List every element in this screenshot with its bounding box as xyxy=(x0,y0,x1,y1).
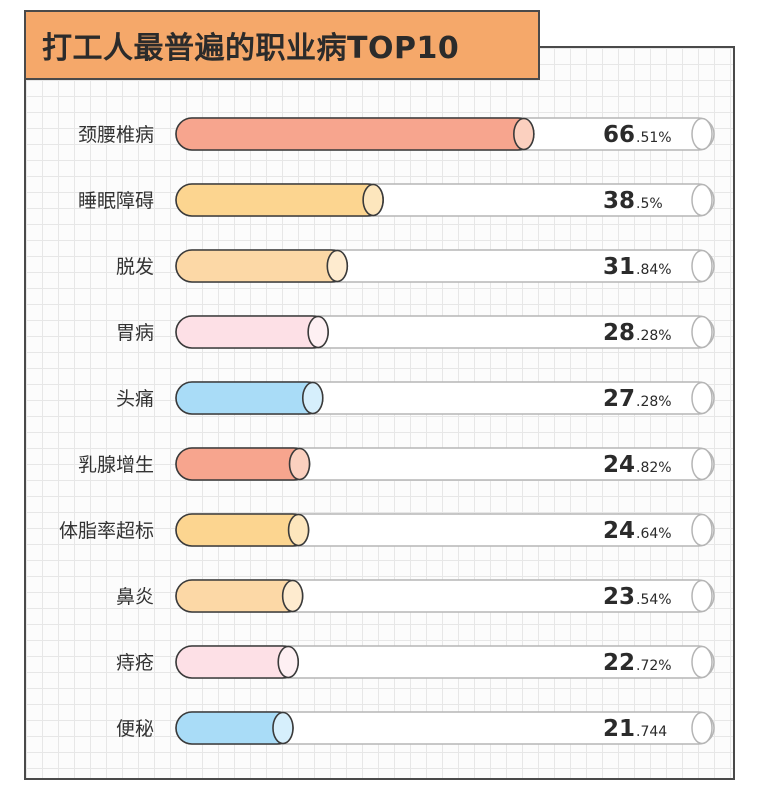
bar-row: 鼻炎 23.54% xyxy=(116,579,715,613)
value-label-fraction: .51% xyxy=(636,130,672,146)
bar xyxy=(175,381,324,415)
value-label-integer: 22 xyxy=(603,650,635,676)
bar-cap xyxy=(277,645,300,679)
bar-cap xyxy=(288,447,311,481)
title-banner: 打工人最普遍的职业病TOP10 xyxy=(24,10,540,80)
value-label: 31.84% xyxy=(603,254,672,280)
value-label: 24.64% xyxy=(603,518,672,544)
value-label: 28.28% xyxy=(603,320,672,346)
category-label: 体脂率超标 xyxy=(59,520,154,542)
value-label-integer: 28 xyxy=(603,320,635,346)
value-label-integer: 66 xyxy=(603,122,635,148)
value-label-fraction: .64% xyxy=(636,526,672,542)
category-label: 脱发 xyxy=(116,256,154,278)
bar-track-cap xyxy=(691,645,713,679)
bar-cap xyxy=(287,513,310,547)
bar-row: 睡眠障碍 38.5% xyxy=(78,183,715,217)
value-label: 22.72% xyxy=(603,650,672,676)
bar-cap xyxy=(326,249,349,283)
bar xyxy=(175,315,329,349)
bar-row: 胃病 28.28% xyxy=(116,315,715,349)
value-label-integer: 38 xyxy=(603,188,635,214)
value-label-fraction: .28% xyxy=(636,394,672,410)
chart-title: 打工人最普遍的职业病TOP10 xyxy=(42,31,460,66)
bar-track-cap xyxy=(691,315,713,349)
bar-cap xyxy=(301,381,324,415)
bar-track-cap xyxy=(691,381,713,415)
value-label-fraction: .84% xyxy=(636,262,672,278)
value-label: 24.82% xyxy=(603,452,672,478)
value-label-integer: 24 xyxy=(603,518,635,544)
value-label-fraction: .82% xyxy=(636,460,672,476)
bar-cap xyxy=(307,315,329,349)
bar-track-cap xyxy=(691,249,713,283)
bar-track-cap xyxy=(691,579,713,613)
value-label: 27.28% xyxy=(603,386,672,412)
bar-row: 便秘 21.744 xyxy=(116,711,715,745)
value-label-fraction: .54% xyxy=(636,592,672,608)
value-label-integer: 24 xyxy=(603,452,635,478)
value-label-fraction: .744 xyxy=(636,724,667,740)
value-label-fraction: .28% xyxy=(636,328,672,344)
category-label: 颈腰椎病 xyxy=(78,124,154,146)
category-label: 头痛 xyxy=(116,388,154,410)
bar-row: 颈腰椎病 66.51% xyxy=(78,117,715,151)
category-label: 睡眠障碍 xyxy=(78,190,154,212)
bar-row: 乳腺增生 24.82% xyxy=(78,447,715,481)
category-label: 鼻炎 xyxy=(116,586,154,608)
bar-track-cap xyxy=(691,711,713,745)
bar-track-cap xyxy=(691,447,713,481)
value-label: 21.744 xyxy=(603,716,667,742)
bar xyxy=(175,249,349,283)
bar-row: 痔疮 22.72% xyxy=(116,645,715,679)
value-label: 23.54% xyxy=(603,584,672,610)
bar-cap xyxy=(272,711,294,745)
bar xyxy=(175,183,384,217)
value-label-integer: 21 xyxy=(603,716,635,742)
value-label: 38.5% xyxy=(603,188,663,214)
bar-row: 头痛 27.28% xyxy=(116,381,715,415)
bar-cap xyxy=(281,579,304,613)
value-label: 66.51% xyxy=(603,122,672,148)
bar-cap xyxy=(362,183,384,217)
value-label-integer: 27 xyxy=(603,386,635,412)
value-label-fraction: .72% xyxy=(636,658,672,674)
category-label: 胃病 xyxy=(116,322,154,344)
category-label: 痔疮 xyxy=(116,652,154,674)
bar xyxy=(175,117,535,151)
value-label-fraction: .5% xyxy=(636,196,663,212)
bar-track-cap xyxy=(691,513,713,547)
bar-track-cap xyxy=(691,117,713,151)
bar-cap xyxy=(513,117,535,151)
category-label: 便秘 xyxy=(116,718,154,740)
bar-row: 体脂率超标 24.64% xyxy=(59,513,715,547)
bar-row: 脱发 31.84% xyxy=(116,249,715,283)
value-label-integer: 23 xyxy=(603,584,635,610)
bar-track-cap xyxy=(691,183,713,217)
category-label: 乳腺增生 xyxy=(78,454,154,476)
value-label-integer: 31 xyxy=(603,254,635,280)
